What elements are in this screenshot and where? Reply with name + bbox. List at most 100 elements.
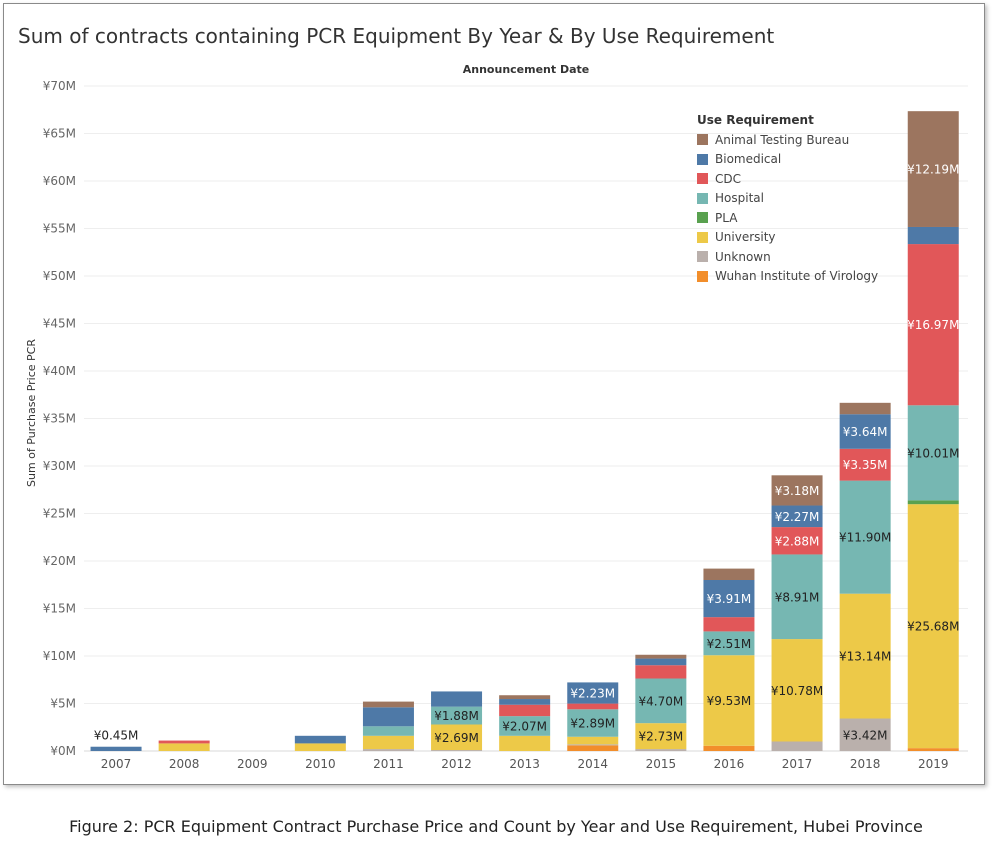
bar-segment [294, 735, 346, 744]
y-axis-ticks: ¥0M ¥5M ¥10M ¥15M ¥20M ¥25M ¥30M ¥35M ¥40M ¥45M ¥5… [43, 79, 76, 758]
data-label: ¥0.45M [94, 729, 139, 743]
bar-segment [362, 749, 414, 751]
bar-segment [907, 500, 959, 505]
bar-segment [499, 735, 551, 751]
y-tick-label: ¥0M [50, 744, 76, 758]
y-tick-label: ¥60M [43, 174, 76, 188]
legend-label: Hospital [715, 191, 764, 206]
bar-segment [567, 744, 619, 746]
legend-swatch [697, 212, 708, 224]
bar-segment [907, 504, 959, 749]
x-tick-label: 2014 [577, 757, 608, 771]
bar-segment [635, 658, 687, 666]
data-label: ¥2.69M [434, 731, 479, 745]
legend-items: Animal Testing Bureau Biomedical CDC Hospit… [697, 130, 878, 286]
legend-item: Unknown [697, 247, 878, 267]
y-tick-label: ¥55M [43, 222, 76, 236]
legend-swatch [697, 251, 708, 263]
data-label: ¥13.14M [839, 650, 891, 664]
bar-segment [499, 695, 551, 700]
bars [90, 111, 959, 751]
legend-label: Biomedical [715, 152, 782, 167]
data-label: ¥4.70M [638, 694, 683, 708]
data-label: ¥11.90M [839, 531, 891, 545]
x-tick-label: 2015 [646, 757, 677, 771]
bar-segment [703, 655, 755, 746]
data-label: ¥2.89M [570, 717, 615, 731]
bar-segment [771, 554, 823, 640]
legend-label: PLA [715, 210, 738, 225]
bar-segment [362, 701, 414, 708]
x-axis-ticks: 2007 2008 2009 2010 2011 2012 2013 2014 2015 2016… [101, 757, 949, 771]
y-tick-label: ¥35M [43, 412, 76, 426]
bar-segment [158, 743, 210, 751]
legend-label: University [715, 230, 776, 245]
legend-item: CDC [697, 169, 878, 189]
x-tick-label: 2018 [850, 757, 881, 771]
data-label: ¥10.78M [771, 684, 823, 698]
legend-item: University [697, 228, 878, 248]
bar-segment [703, 617, 755, 632]
bar-segment [771, 505, 823, 528]
data-label: ¥2.07M [502, 719, 547, 733]
chart-title: Sum of contracts containing PCR Equipmen… [18, 24, 775, 48]
bar-segment [635, 678, 687, 724]
legend-item: Hospital [697, 189, 878, 209]
data-label: ¥16.97M [907, 318, 959, 332]
bar-segment [362, 726, 414, 736]
y-tick-label: ¥10M [43, 649, 76, 663]
bar-segment [703, 580, 755, 618]
x-tick-label: 2011 [373, 757, 404, 771]
data-label: ¥3.91M [707, 592, 752, 606]
stacked-bar-chart: ¥0M ¥5M ¥10M ¥15M ¥20M ¥25M ¥30M ¥35M ¥40M ¥45M ¥5… [25, 63, 968, 771]
bar-segment [907, 226, 959, 245]
data-label: ¥12.19M [907, 163, 959, 177]
column-header: Announcement Date [463, 63, 590, 76]
bar-segment [635, 749, 687, 751]
data-label: ¥3.64M [843, 425, 888, 439]
legend-swatch [697, 134, 708, 146]
bar-segment [907, 405, 959, 501]
y-axis-label: Sum of Purchase Price PCR [25, 339, 38, 487]
legend-title: Use Requirement [697, 113, 814, 127]
bar-segment [839, 718, 891, 751]
bar-segment [839, 402, 891, 415]
y-tick-label: ¥30M [43, 459, 76, 473]
bar-segment [431, 750, 483, 751]
bar-segment [499, 716, 551, 736]
legend-item: Biomedical [697, 150, 878, 170]
bar-segment [499, 704, 551, 717]
legend-swatch [697, 192, 708, 204]
legend-item: Wuhan Institute of Virology [697, 267, 878, 287]
bar-segment [362, 735, 414, 750]
bar-segment [635, 654, 687, 659]
data-label: ¥2.88M [775, 534, 820, 548]
data-label: ¥2.27M [775, 510, 820, 524]
y-tick-label: ¥15M [43, 602, 76, 616]
legend-label: Unknown [715, 249, 771, 264]
legend-label: CDC [715, 171, 741, 186]
bar-segment [907, 111, 959, 227]
data-label: ¥8.91M [775, 590, 820, 604]
legend-label: Wuhan Institute of Virology [715, 269, 879, 284]
bar-segment [907, 748, 959, 751]
data-label: ¥1.88M [434, 709, 479, 723]
legend-swatch [697, 231, 708, 243]
bar-segment [703, 745, 755, 751]
y-tick-label: ¥20M [43, 554, 76, 568]
y-tick-label: ¥50M [43, 269, 76, 283]
y-tick-label: ¥45M [43, 317, 76, 331]
bar-segment [567, 682, 619, 704]
bar-segment [907, 244, 959, 406]
legend-swatch [697, 270, 708, 282]
y-tick-label: ¥5M [50, 697, 76, 711]
bar-segment [499, 699, 551, 705]
bar-segment [771, 639, 823, 742]
bar-segment [771, 527, 823, 555]
bar-segment [362, 707, 414, 727]
y-tick-label: ¥65M [43, 127, 76, 141]
data-label: ¥2.51M [707, 637, 752, 651]
bar-segment [567, 745, 619, 751]
bar-segment [567, 709, 619, 737]
y-tick-label: ¥70M [43, 79, 76, 93]
